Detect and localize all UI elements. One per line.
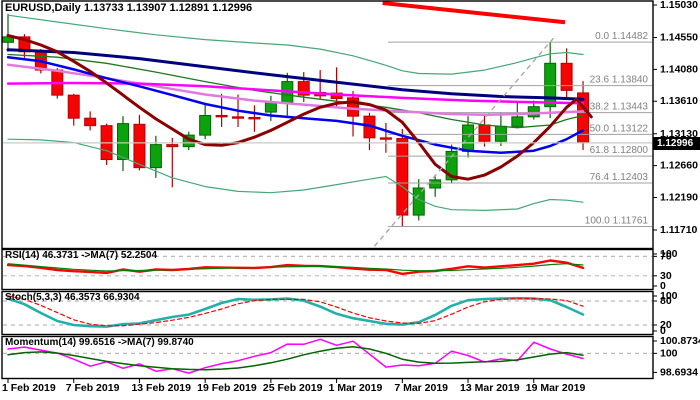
bear-candle-15-Feb[interactable] (166, 144, 179, 148)
resistance-trendline[interactable] (382, 0, 566, 25)
price-tick-label: 1.11710 (660, 224, 698, 236)
price-tick-label: 1.14080 (660, 63, 698, 75)
bear-candle-14-Mar[interactable] (478, 124, 491, 142)
date-tick-label: 19 Feb 2019 (197, 382, 257, 394)
date-tick-label: 13 Feb 2019 (131, 382, 191, 394)
rsi-axis-label: 30 (660, 270, 672, 282)
bull-candle-25-Feb[interactable] (264, 102, 277, 113)
bear-candle-8-Feb[interactable] (84, 117, 97, 127)
main-panel-border (1, 0, 654, 250)
bull-candle-14-Feb[interactable] (149, 144, 162, 169)
fib-level-label: 50.0 1.13122 (590, 123, 649, 134)
bear-candle-13-Feb[interactable] (133, 123, 146, 169)
rsi-ma-line (7, 263, 584, 272)
fib-level-label: 38.2 1.13443 (590, 102, 649, 113)
date-tick-label: 13 Mar 2019 (460, 382, 520, 394)
bull-candle-20-Mar[interactable] (544, 62, 557, 108)
fib-level-label: 61.8 1.12800 (590, 145, 649, 156)
rsi-axis-label: 100 (660, 248, 678, 260)
momentum-axis-label: 100.8734 (660, 335, 700, 347)
bull-candle-19-Feb[interactable] (199, 114, 212, 136)
rsi-main-line (6, 259, 585, 276)
price-tick-label: 1.12660 (660, 160, 698, 172)
date-tick-label: 7 Feb 2019 (66, 382, 120, 394)
bear-candle-27-Feb[interactable] (297, 81, 310, 96)
momentum-panel-border (1, 335, 654, 380)
stoch-panel-border (1, 290, 654, 336)
swing-trendline[interactable] (373, 37, 555, 247)
ma-fast-darkred (6, 34, 593, 181)
rsi-axis-label: 0 (660, 280, 666, 292)
stoch-signal-line (7, 295, 584, 327)
price-tick-label: 1.13610 (660, 95, 698, 107)
stoch-axis-label: 80 (660, 295, 672, 307)
date-tick-label: 19 Mar 2019 (526, 382, 586, 394)
bear-candle-7-Feb[interactable] (67, 94, 80, 119)
stoch-axis-label: 0 (660, 325, 666, 337)
fib-level-label: 76.4 1.12403 (590, 172, 649, 183)
bear-candle-22-Feb[interactable] (248, 117, 261, 120)
bull-candle-18-Mar[interactable] (511, 116, 524, 127)
bear-candle-6-Mar[interactable] (379, 137, 392, 140)
stochastic-indicator-label: Stoch(5,3,3) 46.3573 66.9304 (5, 292, 140, 303)
date-tick-label: 1 Feb 2019 (2, 382, 56, 394)
chart-ohlc-title: EURUSD,Daily 1.13733 1.13907 1.12891 1.1… (5, 2, 253, 14)
rsi-panel-border (1, 248, 654, 291)
momentum-ma-line (7, 346, 584, 371)
bull-candle-11-Mar[interactable] (429, 179, 442, 189)
bear-candle-7-Mar[interactable] (396, 138, 409, 216)
date-tick-label: 7 Mar 2019 (394, 382, 448, 394)
bear-candle-21-Mar[interactable] (560, 62, 573, 91)
current-price-badge: 1.12996 (653, 137, 700, 150)
bear-candle-21-Feb[interactable] (232, 116, 245, 119)
date-tick-label: 25 Feb 2019 (263, 382, 323, 394)
rsi-indicator-label: RSI(14) 46.3731 ->MA(7) 52.2504 (5, 250, 158, 261)
bull-candle-12-Feb[interactable] (117, 123, 130, 161)
fib-level-label: 23.6 1.13840 (590, 75, 649, 86)
price-tick-label: 1.12190 (660, 191, 698, 203)
date-tick-label: 1 Mar 2019 (329, 382, 383, 394)
price-tick-label: 1.15030 (660, 0, 698, 11)
bull-candle-12-Mar[interactable] (445, 150, 458, 181)
fib-level-label: 100.0 1.11761 (585, 216, 649, 227)
price-tick-label: 1.14550 (660, 32, 698, 44)
price-tick-label: 1.13130 (660, 128, 698, 140)
ma-navy-slow (6, 48, 585, 101)
ma-blue (6, 55, 585, 155)
stoch-axis-label: 100 (660, 290, 678, 302)
bear-candle-20-Feb[interactable] (215, 114, 228, 118)
fib-level-label: 0.0 1.14482 (595, 31, 648, 42)
stoch-axis-label: 20 (660, 319, 672, 331)
momentum-axis-label: 98.6934 (660, 366, 698, 378)
bull-candle-15-Mar[interactable] (494, 125, 507, 142)
rsi-axis-label: 70 (660, 250, 672, 262)
ma-violet (6, 63, 585, 117)
bollinger-upper (7, 14, 584, 75)
bull-candle-13-Mar[interactable] (462, 124, 475, 152)
momentum-axis-label: 100 (660, 347, 678, 359)
bull-candle-19-Mar[interactable] (527, 106, 540, 118)
momentum-indicator-label: Momentum(14) 99.6516 ->MA(7) 99.8740 (5, 337, 194, 348)
bollinger-lower (7, 138, 584, 211)
